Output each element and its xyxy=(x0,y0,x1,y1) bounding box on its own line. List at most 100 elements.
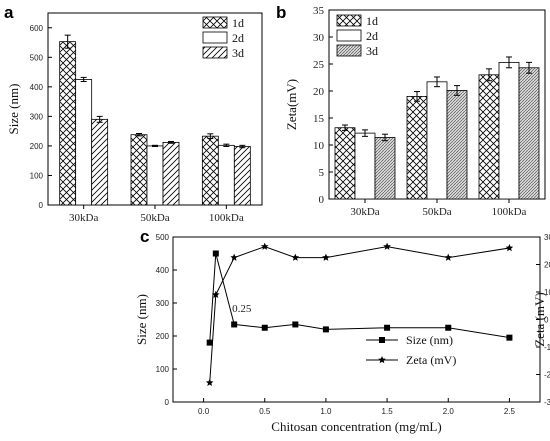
bar-1d-30kDa xyxy=(334,127,356,200)
panel-letter-b: b xyxy=(276,3,286,22)
point-zeta xyxy=(383,242,391,250)
bar-1d-100kDa xyxy=(201,135,219,206)
y-axis-label: Zeta(mV) xyxy=(284,79,299,130)
point-size xyxy=(445,324,452,331)
point-size xyxy=(292,321,299,328)
x-tick-label: 2.5 xyxy=(504,407,516,416)
y-tick-label: 20 xyxy=(313,86,325,98)
bar-2d-50kDa xyxy=(426,81,448,200)
bar-1d-30kDa xyxy=(59,41,77,206)
legend-label-2d: 2d xyxy=(366,29,378,43)
legend-label-2d: 2d xyxy=(232,31,244,45)
legend-label-1d: 1d xyxy=(232,16,244,30)
x-tick-label: 30kDa xyxy=(69,212,98,224)
y-tick-label: 0 xyxy=(39,201,44,210)
x-tick-label: 1.5 xyxy=(382,407,394,416)
point-size xyxy=(261,324,268,331)
x-tick-label: 0.0 xyxy=(198,407,210,416)
bar-3d-30kDa xyxy=(374,137,396,200)
legend-swatch-1d xyxy=(202,16,228,29)
bar-3d-100kDa xyxy=(233,146,251,206)
y-left-tick-label: 0 xyxy=(165,398,170,407)
panel-letter-a: a xyxy=(4,3,14,22)
legend-label: Size (nm) xyxy=(406,333,453,347)
point-zeta xyxy=(291,253,300,261)
series-line-star xyxy=(209,246,510,383)
point-zeta xyxy=(212,290,220,298)
legend-swatch-2d xyxy=(202,31,228,44)
legend-marker-square xyxy=(379,337,385,343)
x-tick-label: 50kDa xyxy=(140,212,169,224)
chart-a: 0 100 200 300 400 500 600 30kDa 50kDa 100kDa 1d2d3… xyxy=(6,12,263,224)
x-tick-label: 1.0 xyxy=(320,407,332,416)
y-tick-label: 400 xyxy=(30,83,44,92)
x-tick-label: 100kDa xyxy=(209,212,244,224)
legend-marker-star xyxy=(378,356,386,364)
y-tick-label: 5 xyxy=(319,167,325,179)
y-right-tick-label: 0 xyxy=(544,316,549,325)
x-tick-label: 2.0 xyxy=(443,407,455,416)
y-left-tick-label: 500 xyxy=(156,233,170,242)
y-right-tick-label: 20 xyxy=(544,261,550,270)
x-tick-label: 0.5 xyxy=(259,407,271,416)
y-tick-label: 200 xyxy=(30,142,44,151)
point-zeta xyxy=(205,378,214,386)
y-left-tick-label: 200 xyxy=(156,332,170,341)
y-tick-label: 500 xyxy=(30,53,44,62)
x-tick-label: 50kDa xyxy=(422,206,451,218)
legend-swatch-3d xyxy=(336,44,362,57)
point-zeta xyxy=(260,242,269,250)
bar-2d-100kDa xyxy=(498,61,520,200)
bar-1d-50kDa xyxy=(406,96,428,200)
y-right-tick-label: -20 xyxy=(544,371,550,380)
y-tick-label: 25 xyxy=(313,59,325,71)
y-right-tick-label: -30 xyxy=(544,398,550,407)
panel-letter-c: c xyxy=(140,227,149,246)
bar-2d-30kDa xyxy=(354,132,376,200)
point-size xyxy=(322,326,329,333)
bar-1d-50kDa xyxy=(130,134,148,206)
chart-c: 0.00.51.01.52.02.50100200300400500-30-20… xyxy=(134,233,550,434)
x-tick-label: 30kDa xyxy=(350,206,379,218)
point-size xyxy=(384,324,391,331)
point-zeta xyxy=(230,253,238,261)
y-tick-label: 10 xyxy=(313,140,325,152)
legend-label-3d: 3d xyxy=(232,46,244,60)
point-size xyxy=(231,321,238,328)
bar-3d-50kDa xyxy=(162,141,180,206)
legend-swatch-3d xyxy=(202,46,228,59)
bar-2d-100kDa xyxy=(217,144,235,206)
y-axis-label: Size (nm) xyxy=(6,84,21,135)
legend-swatch-2d xyxy=(336,29,362,42)
y-tick-label: 300 xyxy=(30,112,44,121)
bar-3d-50kDa xyxy=(446,90,468,200)
point-size xyxy=(212,250,219,257)
y-left-tick-label: 400 xyxy=(156,266,170,275)
legend-label-3d: 3d xyxy=(366,44,378,58)
y-tick-label: 0 xyxy=(319,194,325,206)
point-zeta xyxy=(322,253,330,261)
series-line-square xyxy=(209,253,510,343)
y-right-tick-label: 30 xyxy=(544,233,550,242)
annotation-label: 0.25 xyxy=(232,303,252,315)
bar-1d-100kDa xyxy=(478,74,500,200)
bar-3d-30kDa xyxy=(91,118,109,206)
y-tick-label: 600 xyxy=(30,24,44,33)
y-tick-label: 100 xyxy=(30,171,44,180)
point-zeta xyxy=(505,244,514,252)
y-tick-label: 35 xyxy=(313,5,325,17)
y-right-axis-label: Zeta (mV) xyxy=(532,292,547,347)
point-size xyxy=(206,339,213,346)
y-left-tick-label: 300 xyxy=(156,299,170,308)
plot-frame xyxy=(172,236,541,403)
y-right-tick-label: 10 xyxy=(544,288,550,297)
legend-swatch-1d xyxy=(336,14,362,27)
y-right-tick-label: -10 xyxy=(544,343,550,352)
x-tick-label: 100kDa xyxy=(492,206,527,218)
bar-2d-50kDa xyxy=(146,145,164,206)
point-zeta xyxy=(444,253,453,261)
y-tick-label: 30 xyxy=(313,32,325,44)
y-left-tick-label: 100 xyxy=(156,365,170,374)
